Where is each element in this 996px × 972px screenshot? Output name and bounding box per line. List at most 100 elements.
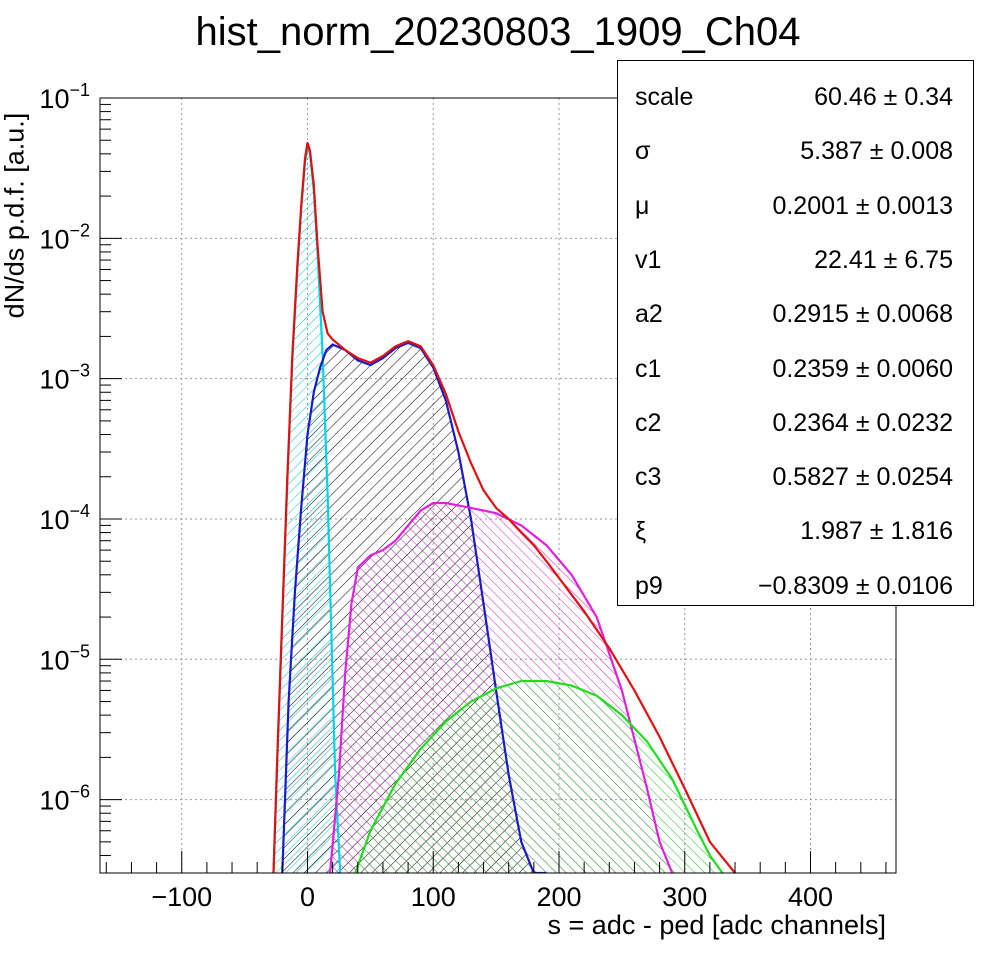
series-point-4-17	[369, 361, 372, 364]
y-tick-label: 10−4	[39, 501, 90, 535]
series-point-2-19	[621, 689, 623, 692]
series-point-4-6	[300, 205, 303, 207]
fit-stats-box: scale 60.46 ± 0.34 σ 5.387 ± 0.008 μ 0.2001 ±…	[617, 60, 974, 606]
series-point-4-16	[357, 357, 359, 359]
series-point-4-7	[304, 157, 306, 160]
x-tick-label: −100	[151, 882, 212, 912]
series-point-1-6	[319, 366, 321, 369]
y-tick-label: 10−5	[39, 641, 90, 675]
series-point-2-14	[495, 512, 497, 514]
series-point-4-22	[432, 364, 435, 366]
series-point-4-26	[482, 489, 485, 492]
series-point-4-32	[558, 577, 560, 579]
series-point-4-21	[419, 345, 422, 348]
series-point-2-8	[407, 524, 409, 527]
series-point-0-12	[321, 353, 324, 355]
series-point-3-5	[470, 700, 472, 703]
series-point-1-18	[457, 451, 460, 453]
series-point-0-14	[330, 633, 333, 636]
series-point-0-13	[326, 493, 329, 496]
x-tick-label: 300	[662, 882, 707, 912]
series-point-4-37	[683, 787, 686, 790]
series-point-2-21	[658, 841, 661, 843]
series-point-3-12	[646, 740, 648, 743]
series-point-2-17	[570, 574, 573, 576]
series-point-3-15	[709, 854, 711, 857]
stat-row: c3 0.5827 ± 0.0254	[618, 451, 973, 505]
series-point-2-20	[646, 787, 648, 790]
y-tick-label: 10−1	[39, 80, 90, 114]
series-point-2-18	[595, 616, 598, 618]
series-point-1-1	[287, 700, 290, 703]
series-point-4-36	[658, 736, 661, 738]
stat-row: σ 5.387 ± 0.008	[618, 125, 973, 179]
series-point-2-3	[350, 602, 353, 605]
series-point-1-8	[331, 343, 334, 346]
series-point-3-8	[545, 680, 548, 682]
series-point-3-10	[595, 694, 598, 697]
stat-name: c1	[635, 354, 662, 383]
stat-name: ξ	[635, 517, 647, 546]
stat-row: scale 60.46 ± 0.34	[618, 71, 973, 125]
series-point-4-25	[470, 462, 472, 464]
stat-value: 1.987 ± 1.816	[800, 517, 953, 546]
series-point-3-13	[671, 778, 673, 780]
series-point-2-4	[357, 566, 359, 569]
series-point-2-6	[382, 549, 384, 551]
series-point-4-8	[306, 141, 309, 144]
stat-row: c1 0.2359 ± 0.0060	[618, 343, 973, 397]
stat-row: c2 0.2364 ± 0.0232	[618, 397, 973, 451]
series-point-1-12	[382, 357, 384, 359]
series-point-4-13	[326, 332, 329, 335]
series-point-4-23	[445, 393, 447, 395]
stat-row: p9 −0.8309 ± 0.0106	[618, 560, 973, 614]
series-point-4-19	[394, 345, 397, 348]
stat-row: v1 22.41 ± 6.75	[618, 234, 973, 288]
series-point-4-24	[457, 430, 460, 433]
x-tick-label: 200	[536, 882, 581, 912]
series-point-2-2	[344, 672, 347, 674]
series-point-3-9	[570, 684, 573, 687]
series-point-1-20	[482, 602, 485, 605]
series-point-1-4	[306, 433, 309, 436]
series-point-4-10	[313, 184, 315, 186]
series-point-4-4	[291, 353, 294, 355]
y-tick-label: 10−6	[39, 782, 90, 816]
chart-title: hist_norm_20230803_1909_Ch04	[195, 10, 801, 54]
series-point-4-3	[286, 475, 289, 478]
stat-name: scale	[635, 83, 694, 111]
series-point-3-3	[419, 748, 422, 750]
series-point-4-11	[316, 243, 319, 246]
series-line-4	[272, 142, 736, 873]
series-point-2-9	[419, 509, 422, 512]
series-point-2-7	[394, 539, 397, 542]
series-point-4-33	[583, 610, 585, 613]
stat-name: c3	[635, 463, 662, 492]
series-point-3-1	[369, 830, 372, 832]
stat-name: p9	[635, 571, 663, 600]
series-point-2-10	[432, 502, 435, 504]
x-axis-label: s = adc - ped [adc channels]	[547, 910, 886, 940]
x-tick-label: 0	[300, 882, 315, 912]
series-point-4-34	[608, 647, 611, 649]
series-point-2-11	[445, 502, 447, 504]
series-point-2-13	[470, 507, 472, 509]
series-point-0-15	[334, 774, 337, 776]
series-point-4-30	[533, 544, 535, 546]
series-point-3-6	[495, 687, 497, 690]
series-point-3-4	[445, 720, 447, 723]
stat-value: 0.5827 ± 0.0254	[772, 463, 953, 492]
series-point-3-11	[621, 714, 623, 716]
stat-value: 60.46 ± 0.34	[814, 83, 953, 111]
stat-value: 5.387 ± 0.008	[800, 137, 953, 166]
series-point-1-22	[507, 774, 510, 776]
series-point-4-12	[321, 310, 324, 313]
series-point-3-14	[696, 830, 699, 832]
series-point-4-1	[276, 756, 279, 759]
stat-name: c2	[635, 408, 662, 437]
series-point-2-1	[338, 774, 340, 776]
stat-value: 0.2915 ± 0.0068	[772, 300, 953, 329]
series-point-4-2	[281, 616, 284, 618]
stat-name: μ	[635, 191, 650, 220]
